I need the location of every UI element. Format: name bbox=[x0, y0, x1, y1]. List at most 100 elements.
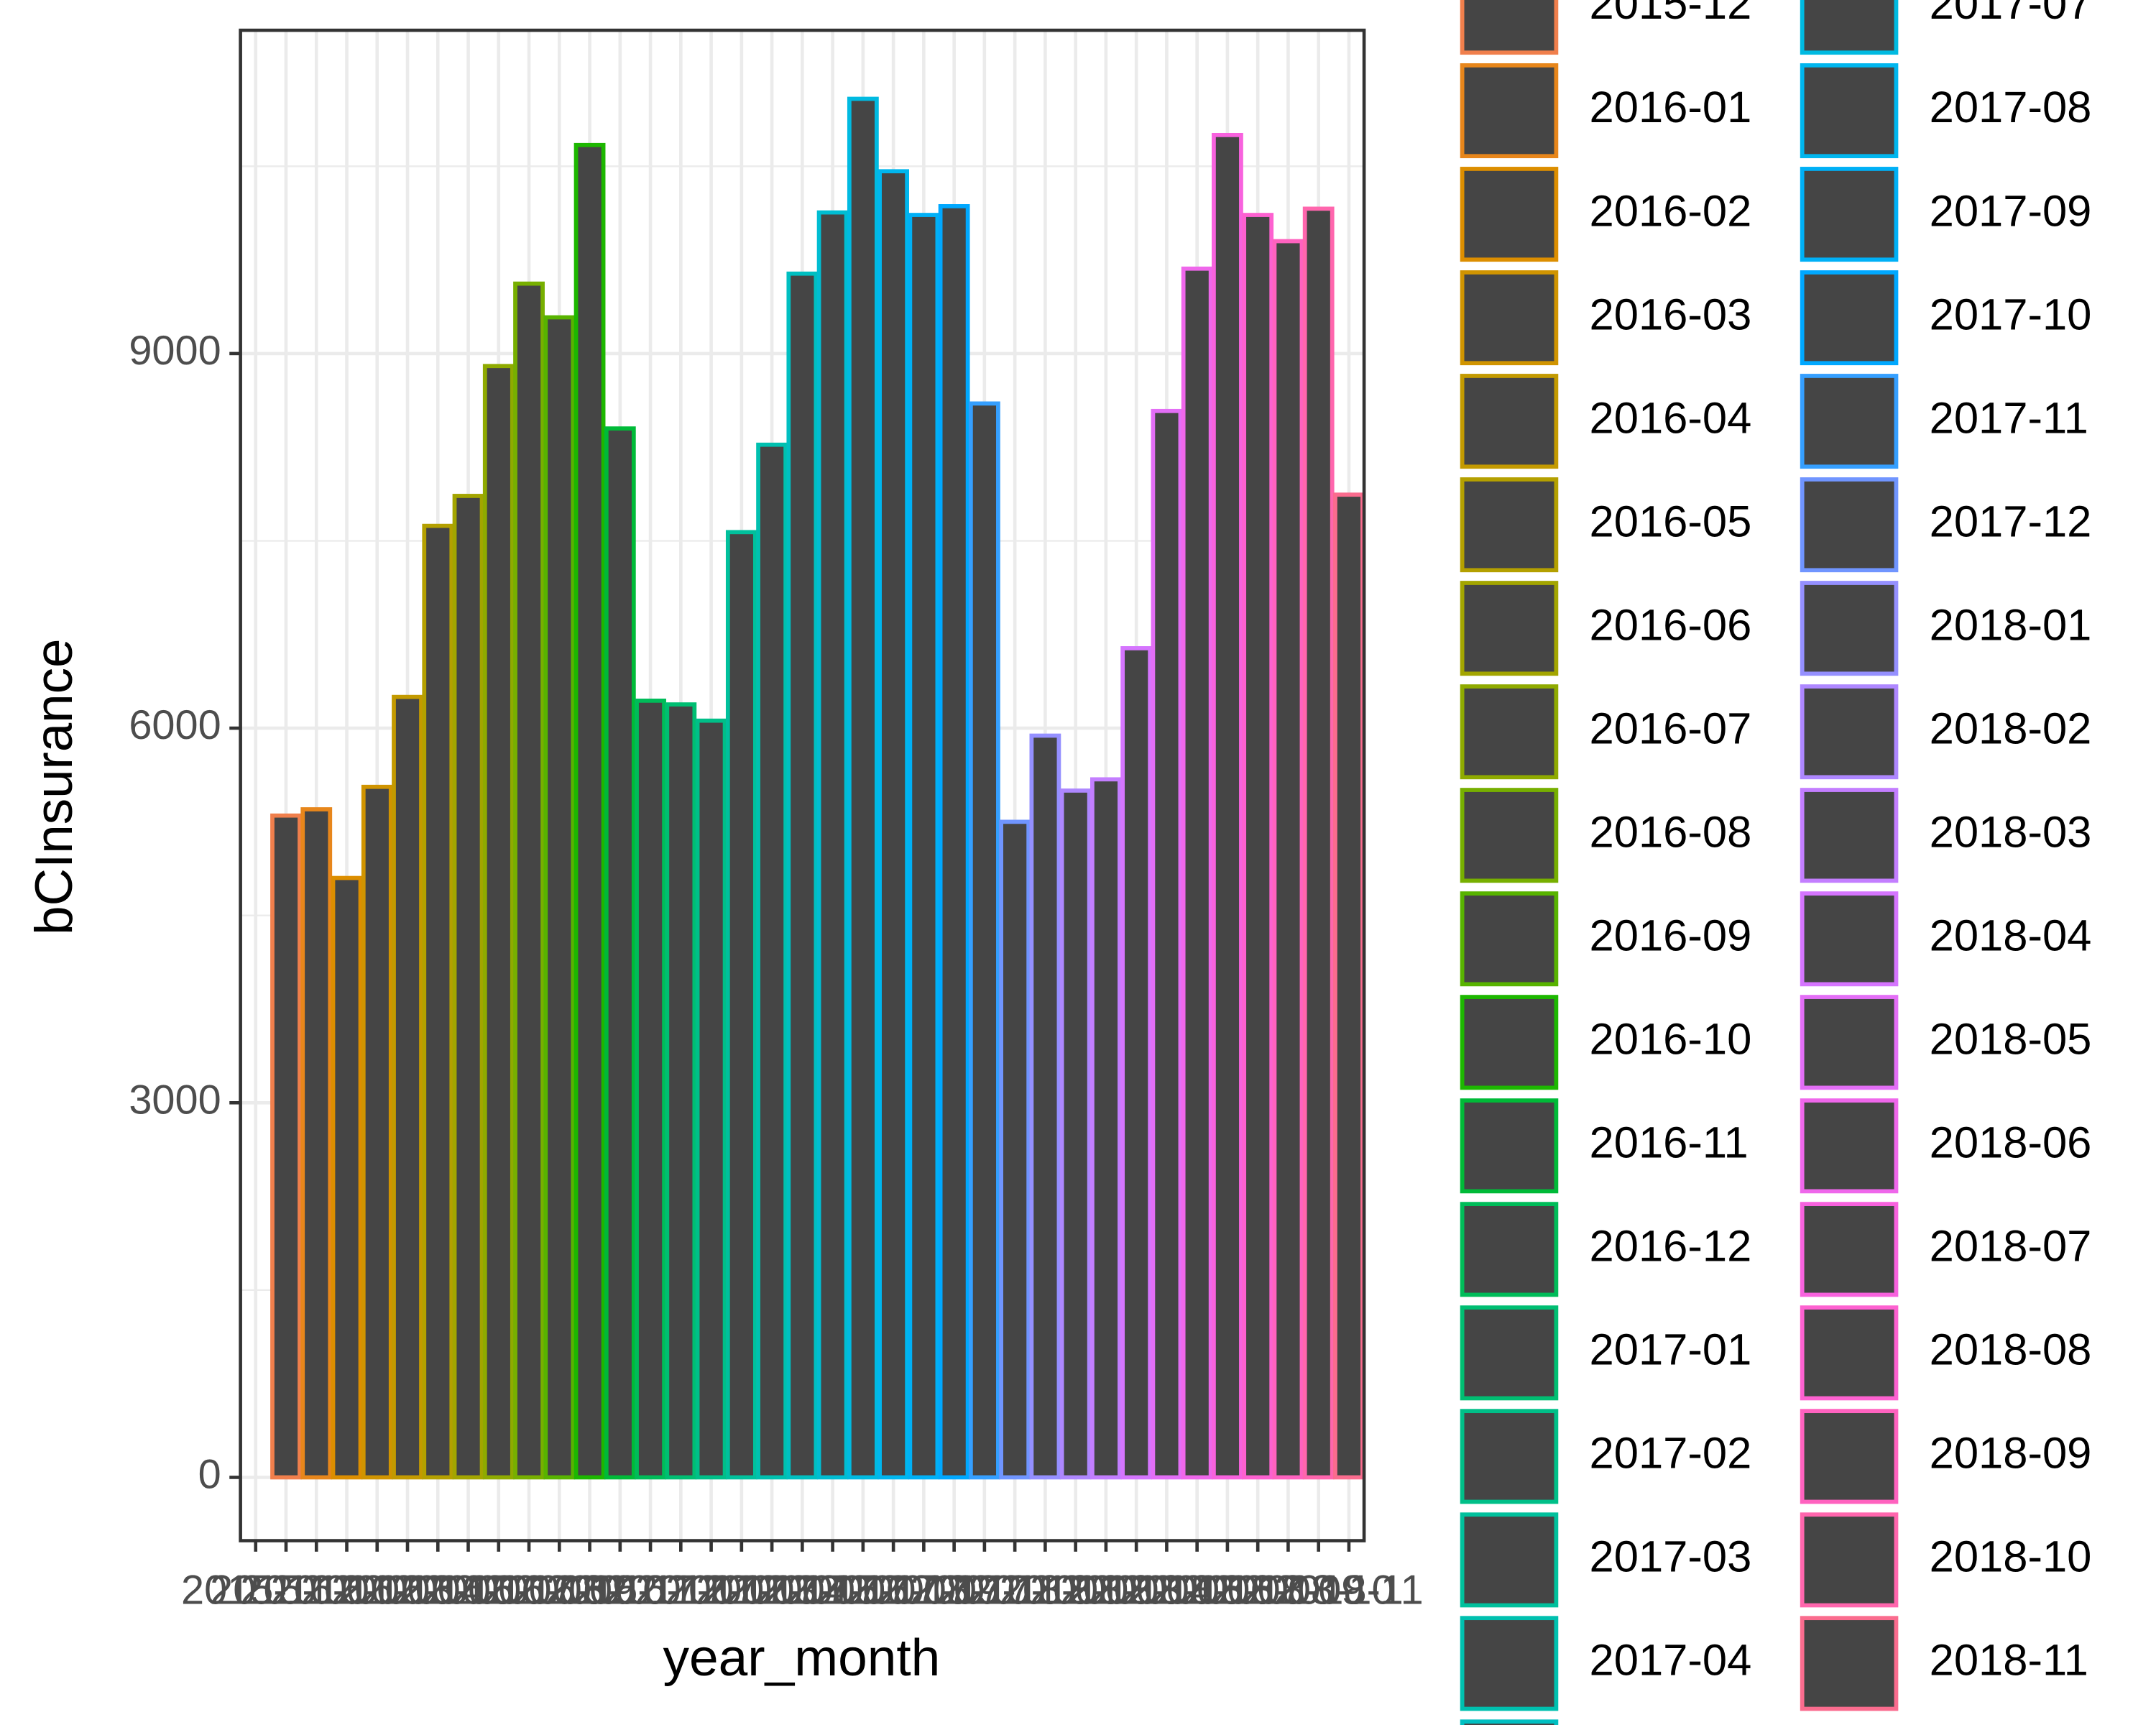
legend-label: 2016-03 bbox=[1590, 290, 1752, 339]
x-axis-title: year_month bbox=[663, 1629, 940, 1687]
legend-key bbox=[1460, 477, 1559, 573]
legend-key bbox=[1800, 581, 1899, 676]
legend-label: 2017-07 bbox=[1930, 0, 2092, 29]
x-tick-label: 2018-11 bbox=[1274, 1568, 1423, 1614]
legend-key bbox=[1800, 270, 1899, 366]
x-tick-label: 2015-11 bbox=[181, 1568, 330, 1614]
x-tick-label: 2018-05 bbox=[1091, 1568, 1243, 1614]
bar bbox=[756, 442, 788, 1480]
bar bbox=[1272, 239, 1304, 1480]
bar bbox=[725, 530, 757, 1480]
x-tick-label: 2016-06 bbox=[392, 1568, 545, 1614]
x-tick-label: 2016-12 bbox=[574, 1568, 727, 1614]
legend-key bbox=[1460, 581, 1559, 676]
x-tick-label: 2016-08 bbox=[453, 1568, 605, 1614]
x-tick-label: 2018-09 bbox=[1212, 1568, 1365, 1614]
legend-key bbox=[1460, 63, 1559, 159]
legend-label: 2017-10 bbox=[1930, 290, 2092, 339]
bar bbox=[604, 426, 636, 1480]
legend-key bbox=[1800, 891, 1899, 987]
legend-key bbox=[1460, 995, 1559, 1090]
legend-label: 2016-06 bbox=[1590, 600, 1752, 650]
legend-key bbox=[1460, 1305, 1559, 1401]
legend-label: 2016-11 bbox=[1590, 1118, 1749, 1168]
legend-key bbox=[1800, 63, 1899, 159]
x-tick-label: 2016-03 bbox=[301, 1568, 453, 1614]
x-tick-label: 2018-07 bbox=[1151, 1568, 1304, 1614]
bar bbox=[1151, 408, 1183, 1480]
bar bbox=[786, 271, 819, 1480]
x-tick-label: 2016-01 bbox=[240, 1568, 392, 1614]
bar bbox=[270, 813, 302, 1480]
x-tick-label: 2016-04 bbox=[331, 1568, 484, 1614]
legend-key bbox=[1460, 0, 1559, 55]
y-tick-label: 0 bbox=[198, 1452, 221, 1498]
legend-key bbox=[1800, 0, 1899, 55]
legend-label: 2016-10 bbox=[1590, 1015, 1752, 1064]
bar bbox=[1181, 266, 1213, 1480]
x-tick-label: 2017-10 bbox=[878, 1568, 1031, 1614]
bar bbox=[513, 281, 545, 1480]
legend-label: 2018-09 bbox=[1930, 1429, 2092, 1478]
bar bbox=[695, 718, 727, 1480]
x-tick-label: 2017-04 bbox=[696, 1568, 848, 1614]
legend-label: 2017-09 bbox=[1930, 186, 2092, 236]
legend-label: 2018-04 bbox=[1930, 911, 2092, 961]
legend-label: 2016-12 bbox=[1590, 1222, 1752, 1271]
x-tick-label: 2018-08 bbox=[1181, 1568, 1334, 1614]
bar bbox=[908, 213, 940, 1480]
x-tick-label: 2017-11 bbox=[910, 1568, 1059, 1614]
bar bbox=[361, 784, 393, 1480]
legend-label: 2017-08 bbox=[1930, 83, 2092, 132]
legend-label: 2016-02 bbox=[1590, 186, 1752, 236]
bar bbox=[635, 698, 666, 1480]
bar bbox=[300, 807, 333, 1480]
bar bbox=[1059, 788, 1092, 1480]
bar bbox=[847, 96, 879, 1480]
x-tick-label: 2016-09 bbox=[483, 1568, 635, 1614]
bar bbox=[938, 204, 970, 1480]
x-tick-label: 2017-12 bbox=[939, 1568, 1091, 1614]
legend-label: 2017-11 bbox=[1930, 393, 2088, 443]
bar bbox=[968, 401, 1000, 1480]
bar bbox=[999, 819, 1031, 1480]
legend-key bbox=[1800, 684, 1899, 780]
legend-key bbox=[1460, 1202, 1559, 1297]
legend-key bbox=[1800, 1616, 1899, 1711]
legend-key bbox=[1460, 1409, 1559, 1504]
legend-label: 2017-01 bbox=[1590, 1325, 1752, 1375]
legend-label: 2016-01 bbox=[1590, 83, 1752, 132]
y-tick-label: 3000 bbox=[129, 1077, 221, 1123]
legend-label: 2018-07 bbox=[1930, 1222, 2092, 1271]
y-tick-label: 6000 bbox=[129, 702, 221, 748]
legend-key bbox=[1800, 1409, 1899, 1504]
bar bbox=[1333, 492, 1365, 1480]
legend-key bbox=[1460, 788, 1559, 883]
legend-key bbox=[1460, 1512, 1559, 1608]
legend-label: 2018-02 bbox=[1930, 704, 2092, 753]
bar bbox=[543, 315, 576, 1480]
bar bbox=[665, 702, 697, 1480]
bar bbox=[392, 694, 423, 1480]
x-tick-label: 2016-02 bbox=[271, 1568, 423, 1614]
legend-label: 2017-03 bbox=[1590, 1532, 1752, 1582]
legend-label: 2018-01 bbox=[1930, 600, 2092, 650]
legend-label: 2017-04 bbox=[1590, 1636, 1752, 1685]
legend-key bbox=[1460, 891, 1559, 987]
legend-label: 2018-06 bbox=[1930, 1118, 2092, 1168]
x-tick-label: 2017-07 bbox=[787, 1568, 939, 1614]
x-tick-label: 2016-05 bbox=[361, 1568, 514, 1614]
legend-label: 2016-07 bbox=[1590, 704, 1752, 753]
bar bbox=[1090, 777, 1122, 1480]
y-tick-label: 9000 bbox=[129, 328, 221, 374]
x-tick-label: 2018-01 bbox=[969, 1568, 1122, 1614]
legend-key bbox=[1460, 1616, 1559, 1711]
legend-label: 2018-11 bbox=[1930, 1636, 2088, 1685]
legend-key bbox=[1460, 167, 1559, 262]
legend-key bbox=[1460, 374, 1559, 469]
x-tick-label: 2016-10 bbox=[514, 1568, 666, 1614]
legend-label: 2018-03 bbox=[1930, 808, 2092, 857]
x-tick-label: 2017-08 bbox=[817, 1568, 969, 1614]
